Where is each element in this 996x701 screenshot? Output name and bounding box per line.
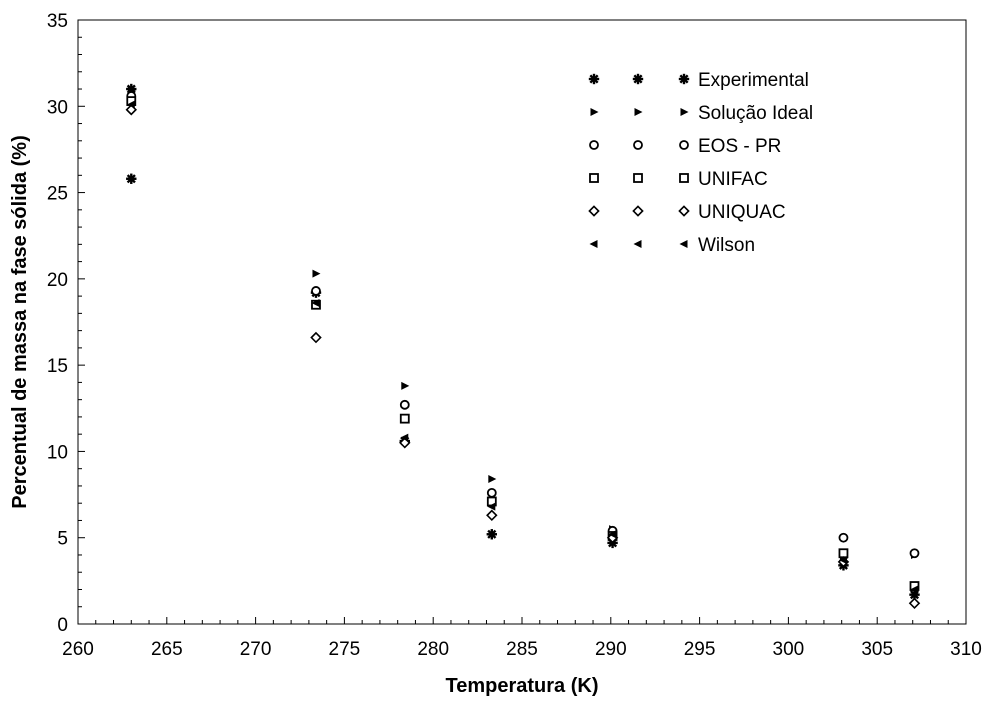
legend-marker-experimental (588, 73, 600, 85)
data-point-eos-pr (486, 487, 497, 498)
plot-frame (77, 19, 967, 625)
legend-marker-eos-pr (633, 140, 643, 150)
legend-label-wilson: Wilson (698, 235, 755, 256)
data-point-unifac (399, 413, 410, 424)
legend-marker-wilson (679, 240, 688, 248)
data-point-solucao-ideal (312, 269, 321, 278)
legend-label-eos-pr: EOS - PR (698, 136, 781, 157)
x-tick-label: 295 (684, 639, 716, 660)
y-tick-label: 0 (57, 615, 68, 636)
data-points (125, 83, 921, 610)
data-point-unifac (838, 548, 849, 559)
x-tick-label: 285 (506, 639, 538, 660)
legend: Experimental Solução Ideal EOS - PR UNIFAC U… (588, 70, 813, 256)
data-point-experimental (486, 529, 498, 540)
x-axis: 260 265 270 275 280 285 290 295 300 305 310 (62, 617, 982, 660)
data-point-wilson (311, 299, 320, 308)
data-point-wilson (400, 433, 409, 442)
data-point-uniquac (908, 597, 921, 610)
x-tick-label: 300 (773, 639, 805, 660)
legend-marker-eos-pr (679, 140, 689, 150)
y-tick-label: 20 (47, 270, 68, 291)
data-point-wilson (909, 585, 918, 594)
legend-marker-solucao-ideal (590, 108, 599, 116)
data-point-uniquac (486, 509, 498, 522)
x-tick-label: 270 (240, 639, 272, 660)
data-point-uniquac (310, 331, 322, 344)
legend-marker-experimental (632, 73, 644, 85)
y-tick-label: 5 (57, 529, 68, 550)
legend-label-solucao-ideal: Solução Ideal (698, 103, 813, 124)
y-tick-label: 10 (47, 442, 68, 463)
legend-marker-unifac (679, 173, 689, 183)
data-point-experimental (126, 173, 137, 184)
y-tick-label: 25 (47, 184, 68, 205)
y-axis: 0 5 10 15 20 25 30 35 (47, 11, 85, 636)
data-point-wilson (838, 556, 847, 565)
x-axis-title: Temperatura (K) (446, 675, 599, 697)
x-tick-label: 290 (595, 639, 627, 660)
legend-marker-experimental (678, 73, 690, 85)
legend-marker-solucao-ideal (680, 108, 689, 116)
y-tick-label: 35 (47, 11, 68, 32)
data-point-wilson (126, 100, 135, 109)
x-tick-label: 280 (417, 639, 449, 660)
x-tick-label: 265 (151, 639, 183, 660)
data-point-wilson (608, 530, 617, 539)
data-point-eos-pr (311, 286, 321, 296)
data-point-solucao-ideal (488, 475, 497, 484)
legend-label-experimental: Experimental (698, 70, 809, 91)
x-tick-label: 310 (950, 639, 982, 660)
data-point-solucao-ideal (401, 381, 410, 390)
legend-marker-wilson (633, 240, 642, 248)
legend-label-unifac: UNIFAC (698, 169, 768, 190)
data-point-eos-pr (399, 399, 410, 410)
y-tick-label: 15 (47, 356, 68, 377)
x-tick-label: 305 (861, 639, 893, 660)
data-point-eos-pr (838, 532, 849, 543)
legend-label-uniquac: UNIQUAC (698, 202, 786, 223)
legend-marker-uniquac (678, 205, 690, 217)
x-tick-label: 260 (62, 639, 94, 660)
legend-marker-eos-pr (589, 140, 599, 150)
legend-marker-uniquac (632, 205, 644, 217)
legend-marker-uniquac (588, 205, 600, 217)
y-tick-label: 30 (47, 97, 68, 118)
data-point-eos-pr (909, 548, 920, 559)
legend-marker-unifac (589, 173, 599, 183)
y-axis-title: Percentual de massa na fase sólida (%) (9, 135, 31, 509)
data-point-wilson (487, 502, 496, 511)
legend-marker-wilson (589, 240, 598, 248)
legend-marker-unifac (633, 173, 643, 183)
x-tick-label: 275 (329, 639, 361, 660)
legend-marker-solucao-ideal (634, 108, 643, 116)
